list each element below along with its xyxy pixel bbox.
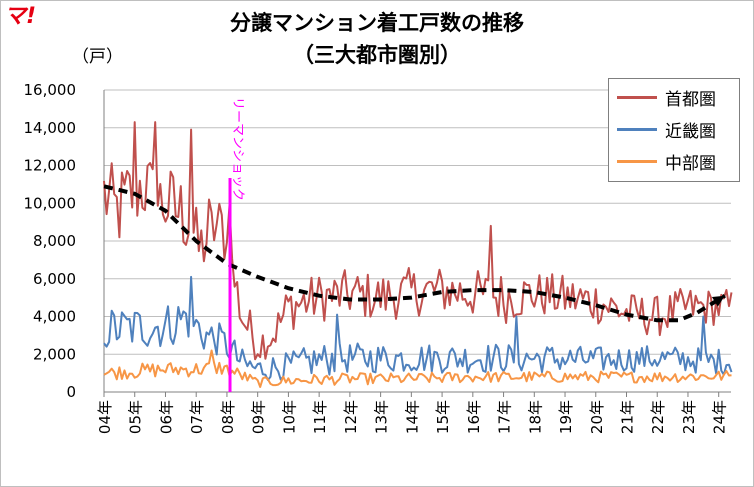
y-tick-label: 10,000 bbox=[24, 194, 77, 212]
series-line-0 bbox=[103, 121, 733, 361]
annotation-label: リーマンショック bbox=[230, 97, 245, 201]
x-tick-label: 09年 bbox=[250, 400, 268, 434]
x-tick-label: 07年 bbox=[188, 400, 206, 434]
legend: 首都圏 近畿圏 中部圏 bbox=[608, 78, 740, 182]
x-tick-label: 10年 bbox=[280, 400, 298, 434]
y-tick-label: 8,000 bbox=[33, 232, 76, 250]
legend-item-shutoken: 首都圏 bbox=[609, 83, 739, 111]
legend-swatch-kinki bbox=[617, 128, 657, 131]
x-tick-label: 08年 bbox=[219, 400, 237, 434]
y-tick-label: 2,000 bbox=[33, 345, 76, 363]
legend-item-chubu: 中部圏 bbox=[609, 147, 739, 175]
x-tick-label: 05年 bbox=[127, 400, 145, 434]
x-tick-label: 23年 bbox=[680, 400, 698, 434]
x-axis-ticks: 04年 05年 06年 07年 08年 09年 10年 11年 12年 13年 14年 15年 16年 1… bbox=[96, 392, 729, 434]
y-tick-label: 14,000 bbox=[24, 119, 77, 137]
x-tick-label: 21年 bbox=[619, 400, 637, 434]
x-tick-label: 15年 bbox=[434, 400, 452, 434]
legend-swatch-shutoken bbox=[617, 96, 657, 99]
series-line-2 bbox=[103, 349, 732, 388]
y-tick-label: 6,000 bbox=[33, 270, 76, 288]
legend-swatch-chubu bbox=[617, 160, 657, 163]
x-tick-label: 18年 bbox=[526, 400, 544, 434]
x-tick-label: 22年 bbox=[649, 400, 667, 434]
y-axis-ticks: 16,000 14,000 12,000 10,000 8,000 6,000 4,000 2… bbox=[24, 81, 77, 401]
y-tick-label: 12,000 bbox=[24, 157, 77, 175]
x-tick-label: 12年 bbox=[342, 400, 360, 434]
brand-logo: マ! bbox=[4, 4, 37, 29]
x-tick-label: 13年 bbox=[373, 400, 391, 434]
chart-title-line1: 分譲マンション着工戸数の推移 bbox=[230, 11, 524, 35]
x-tick-label: 20年 bbox=[588, 400, 606, 434]
series-lines bbox=[103, 121, 733, 388]
x-tick-label: 04年 bbox=[96, 400, 114, 434]
trend-arrowhead bbox=[711, 295, 725, 307]
y-tick-label: 4,000 bbox=[33, 308, 76, 326]
legend-label-kinki: 近畿圏 bbox=[665, 122, 716, 142]
series-line-1 bbox=[103, 275, 733, 381]
legend-label-chubu: 中部圏 bbox=[665, 154, 716, 174]
x-tick-label: 24年 bbox=[711, 400, 729, 434]
x-tick-label: 14年 bbox=[403, 400, 421, 434]
x-tick-label: 06年 bbox=[157, 400, 175, 434]
legend-label-shutoken: 首都圏 bbox=[665, 90, 716, 110]
x-tick-label: 19年 bbox=[557, 400, 575, 434]
x-tick-label: 16年 bbox=[465, 400, 483, 434]
y-axis-unit-label: （戸） bbox=[72, 47, 123, 67]
x-tick-label: 17年 bbox=[496, 400, 514, 434]
legend-item-kinki: 近畿圏 bbox=[609, 115, 739, 143]
y-tick-label: 16,000 bbox=[24, 81, 77, 99]
x-tick-label: 11年 bbox=[311, 400, 329, 434]
y-tick-label: 0 bbox=[66, 383, 76, 401]
series-line-3 bbox=[103, 184, 726, 323]
chart-title-line2: （三大都市圏別） bbox=[293, 43, 461, 67]
annotation: リーマンショック bbox=[228, 97, 245, 392]
